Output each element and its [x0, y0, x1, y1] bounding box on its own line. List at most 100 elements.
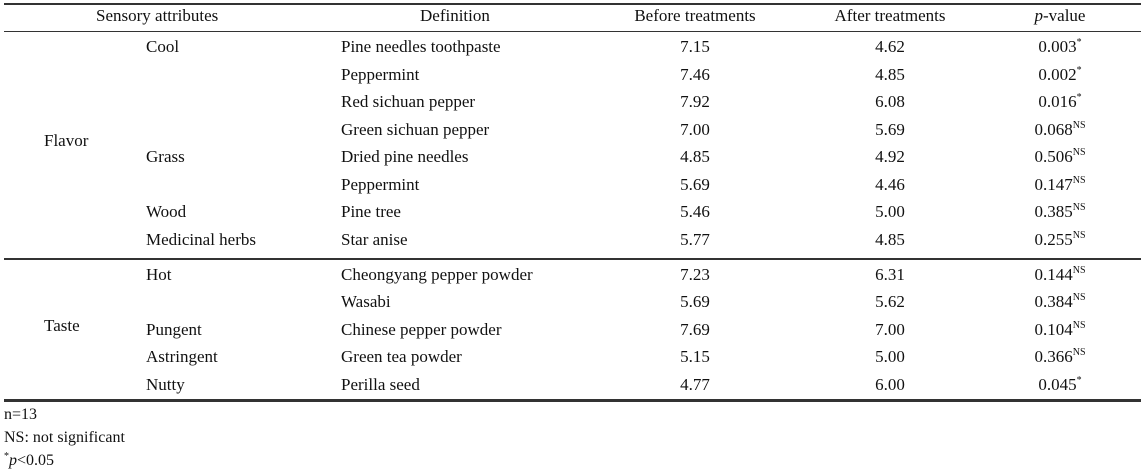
definition-cell: Green sichuan pepper	[341, 120, 490, 139]
before-value: 7.00	[680, 120, 710, 139]
p-value: 0.506	[1034, 147, 1073, 166]
footnote-sig-p: p	[9, 452, 17, 469]
p-value: 0.255	[1034, 230, 1073, 249]
p-value: 0.003	[1038, 37, 1077, 56]
header-definition: Definition	[420, 6, 490, 25]
footnote-n: n=13	[4, 406, 38, 423]
before-value: 4.77	[680, 375, 710, 394]
p-value: 0.002	[1038, 65, 1077, 84]
p-value-cell: 0.144NS	[980, 265, 1140, 285]
significance-mark: NS	[1072, 292, 1086, 303]
definition-cell: Star anise	[341, 230, 408, 249]
group-label-taste: Taste	[44, 316, 80, 335]
definition-cell: Dried pine needles	[341, 147, 469, 166]
definition-cell: Cheongyang pepper powder	[341, 265, 533, 284]
sub-attribute: Grass	[146, 147, 185, 166]
before-value: 7.23	[680, 265, 710, 284]
p-value: 0.385	[1034, 202, 1073, 221]
before-value: 5.15	[680, 347, 710, 366]
after-value: 6.31	[875, 265, 905, 284]
definition-cell: Red sichuan pepper	[341, 92, 476, 111]
header-after-treatments: After treatments	[834, 6, 946, 25]
sub-attribute: Astringent	[146, 347, 218, 366]
after-value: 5.69	[875, 120, 905, 139]
definition-cell: Chinese pepper powder	[341, 320, 502, 339]
significance-mark: *	[1076, 65, 1082, 76]
definition-cell: Wasabi	[341, 292, 391, 311]
significance-mark: NS	[1072, 147, 1086, 158]
after-value: 6.08	[875, 92, 905, 111]
p-value: 0.147	[1034, 175, 1073, 194]
after-value: 4.92	[875, 147, 905, 166]
p-value-cell: 0.068NS	[980, 120, 1140, 140]
definition-cell: Peppermint	[341, 65, 420, 84]
table-top-rule	[4, 3, 1141, 5]
p-value-cell: 0.016*	[980, 92, 1140, 112]
significance-mark: NS	[1072, 320, 1086, 331]
definition-cell: Perilla seed	[341, 375, 420, 394]
before-value: 5.69	[680, 175, 710, 194]
after-value: 5.00	[875, 347, 905, 366]
p-value-cell: 0.506NS	[980, 147, 1140, 167]
after-value: 4.85	[875, 230, 905, 249]
footnote-significance: *p<0.05	[4, 452, 54, 470]
p-value-cell: 0.045*	[980, 375, 1140, 395]
sub-attribute: Cool	[146, 37, 180, 56]
significance-mark: NS	[1072, 175, 1086, 186]
footnote-sig-mark: *	[4, 451, 9, 462]
p-value-cell: 0.002*	[980, 65, 1140, 85]
sub-attribute: Hot	[146, 265, 172, 284]
after-value: 5.62	[875, 292, 905, 311]
p-value: 0.068	[1034, 120, 1073, 139]
after-value: 4.46	[875, 175, 905, 194]
header-sensory-attributes: Sensory attributes	[96, 6, 219, 25]
header-p-rest: -value	[1043, 6, 1086, 25]
significance-mark: NS	[1072, 230, 1086, 241]
sub-attribute: Medicinal herbs	[146, 230, 256, 249]
p-value-cell: 0.366NS	[980, 347, 1140, 367]
header-p-italic: p	[1034, 6, 1044, 25]
definition-cell: Green tea powder	[341, 347, 462, 366]
p-value: 0.045	[1038, 375, 1077, 394]
before-value: 5.69	[680, 292, 710, 311]
p-value-cell: 0.104NS	[980, 320, 1140, 340]
p-value-cell: 0.384NS	[980, 292, 1140, 312]
significance-mark: *	[1076, 92, 1082, 103]
p-value: 0.104	[1034, 320, 1073, 339]
before-value: 5.77	[680, 230, 710, 249]
header-before-treatments: Before treatments	[634, 6, 756, 25]
table-group-divider	[4, 258, 1141, 260]
p-value: 0.366	[1034, 347, 1073, 366]
group-label-flavor: Flavor	[44, 131, 89, 150]
definition-cell: Pine tree	[341, 202, 401, 221]
before-value: 7.69	[680, 320, 710, 339]
p-value: 0.384	[1034, 292, 1073, 311]
before-value: 7.46	[680, 65, 710, 84]
before-value: 7.15	[680, 37, 710, 56]
before-value: 7.92	[680, 92, 710, 111]
significance-mark: NS	[1072, 120, 1086, 131]
after-value: 4.62	[875, 37, 905, 56]
footnote-sig-rest: <0.05	[17, 452, 55, 469]
p-value-cell: 0.147NS	[980, 175, 1140, 195]
significance-mark: NS	[1072, 202, 1086, 213]
sub-attribute: Pungent	[146, 320, 202, 339]
p-value-cell: 0.255NS	[980, 230, 1140, 250]
p-value: 0.016	[1038, 92, 1077, 111]
sub-attribute: Nutty	[146, 375, 185, 394]
after-value: 7.00	[875, 320, 905, 339]
before-value: 5.46	[680, 202, 710, 221]
table-bottom-rule	[4, 399, 1141, 402]
sub-attribute: Wood	[146, 202, 187, 221]
after-value: 5.00	[875, 202, 905, 221]
p-value: 0.144	[1034, 265, 1073, 284]
significance-mark: *	[1076, 375, 1082, 386]
header-p-value: p-value	[980, 6, 1140, 26]
definition-cell: Peppermint	[341, 175, 420, 194]
significance-mark: NS	[1072, 347, 1086, 358]
p-value-cell: 0.385NS	[980, 202, 1140, 222]
p-value-cell: 0.003*	[980, 37, 1140, 57]
significance-mark: *	[1076, 37, 1082, 48]
after-value: 4.85	[875, 65, 905, 84]
before-value: 4.85	[680, 147, 710, 166]
